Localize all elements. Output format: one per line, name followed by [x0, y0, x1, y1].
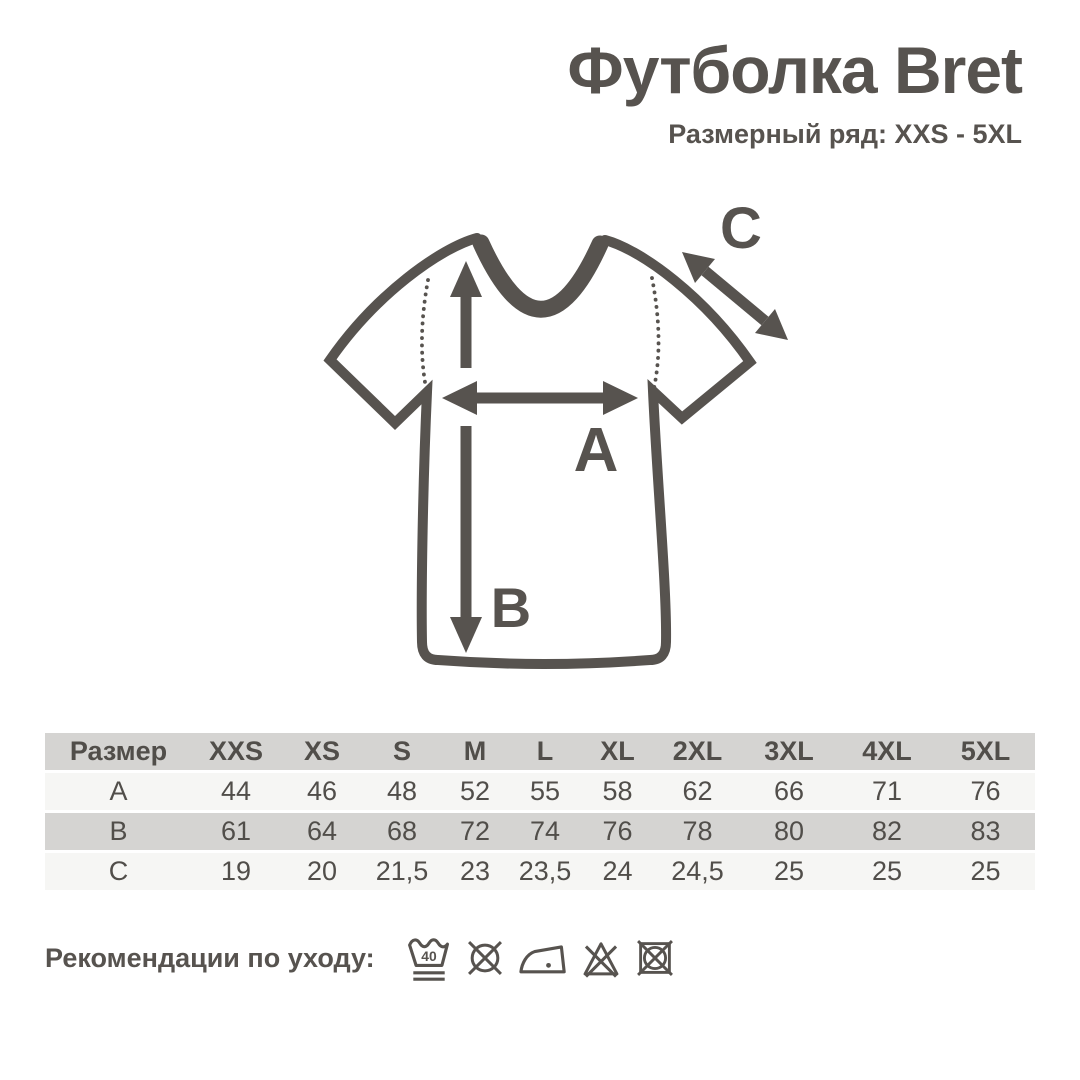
col-header-s: S — [364, 733, 440, 770]
page-title: Футболка Bret — [567, 33, 1023, 107]
right-seam-dotted-line — [650, 276, 661, 390]
do-not-bleach-icon — [583, 942, 619, 978]
measure-c-label: C — [720, 196, 762, 261]
row-label: B — [45, 813, 192, 850]
wash-40-very-gentle-icon: 40 — [407, 938, 449, 981]
col-header-size: Размер — [45, 733, 192, 770]
row-label: A — [45, 773, 192, 810]
measure-b-label: B — [491, 576, 531, 639]
wash-temp-label: 40 — [421, 948, 437, 964]
table-row-c: C 19 20 21,5 23 23,5 24 24,5 25 25 25 — [45, 853, 1035, 890]
col-header-4xl: 4XL — [838, 733, 936, 770]
measure-a-arrow — [442, 381, 638, 415]
measure-b-arrow-up — [450, 261, 482, 368]
table-row-b: B 61 64 68 72 74 76 78 80 82 83 — [45, 813, 1035, 850]
tshirt-collar — [472, 234, 609, 318]
measure-a-label: A — [574, 416, 619, 485]
col-header-m: M — [440, 733, 510, 770]
size-range-subtitle: Размерный ряд: XXS - 5XL — [668, 119, 1022, 150]
tshirt-diagram-svg: A B C — [323, 196, 788, 669]
left-seam-dotted-line — [420, 278, 430, 390]
care-recommendations: Рекомендации по уходу: 40 — [45, 928, 677, 988]
care-label: Рекомендации по уходу: — [45, 942, 375, 973]
header: Футболка Bret Размерный ряд: XXS - 5XL — [567, 33, 1023, 150]
col-header-l: L — [510, 733, 580, 770]
col-header-5xl: 5XL — [936, 733, 1035, 770]
table-row-a: A 44 46 48 52 55 58 62 66 71 76 — [45, 773, 1035, 810]
measure-c-arrow — [682, 252, 788, 340]
col-header-2xl: 2XL — [655, 733, 740, 770]
size-table: Размер XXS XS S M L XL 2XL 3XL 4XL 5XL A… — [45, 730, 1035, 893]
iron-low-temp-icon — [519, 945, 566, 974]
do-not-dry-clean-icon — [467, 941, 502, 975]
size-table-header-row: Размер XXS XS S M L XL 2XL 3XL 4XL 5XL — [45, 733, 1035, 770]
do-not-tumble-dry-icon — [636, 940, 673, 976]
col-header-xl: XL — [580, 733, 655, 770]
row-label: C — [45, 853, 192, 890]
tshirt-outline — [323, 233, 757, 669]
col-header-3xl: 3XL — [740, 733, 838, 770]
tshirt-measurement-diagram: A B C — [300, 190, 800, 690]
col-header-xxs: XXS — [192, 733, 280, 770]
care-icons: 40 — [405, 933, 677, 983]
col-header-xs: XS — [280, 733, 364, 770]
measure-b-arrow-down — [450, 426, 482, 653]
